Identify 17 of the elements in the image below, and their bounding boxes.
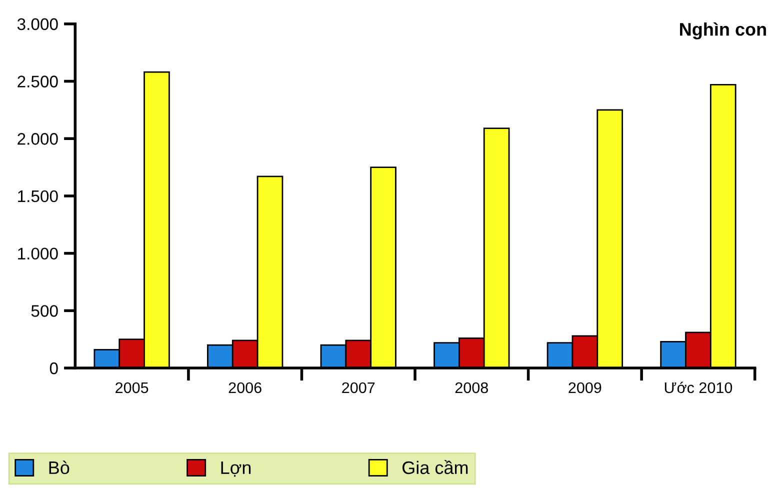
legend-label: Lợn (221, 462, 251, 477)
x-tick-label: 2006 (228, 382, 262, 394)
y-tick-label: 1.500 (18, 190, 58, 202)
y-tick-label: 2.500 (18, 76, 58, 88)
x-tick-label: 2007 (342, 382, 375, 394)
y-tick-label: 3.000 (17, 18, 58, 30)
y-tick-label: 2.000 (18, 133, 58, 145)
x-tick-label: 2009 (568, 382, 602, 394)
legend-label: Gia cầm (402, 460, 468, 474)
x-tick-label: 2008 (455, 382, 488, 394)
y-tick-label: 0 (50, 362, 58, 374)
x-tick-label: 2005 (116, 382, 148, 394)
legend-label: Bò (49, 460, 70, 474)
y-axis-title: Nghìn con (680, 22, 766, 40)
y-tick-label: 500 (31, 305, 58, 317)
y-tick-label: 1.000 (18, 248, 58, 260)
x-tick-label: Ước 2010 (664, 382, 732, 394)
